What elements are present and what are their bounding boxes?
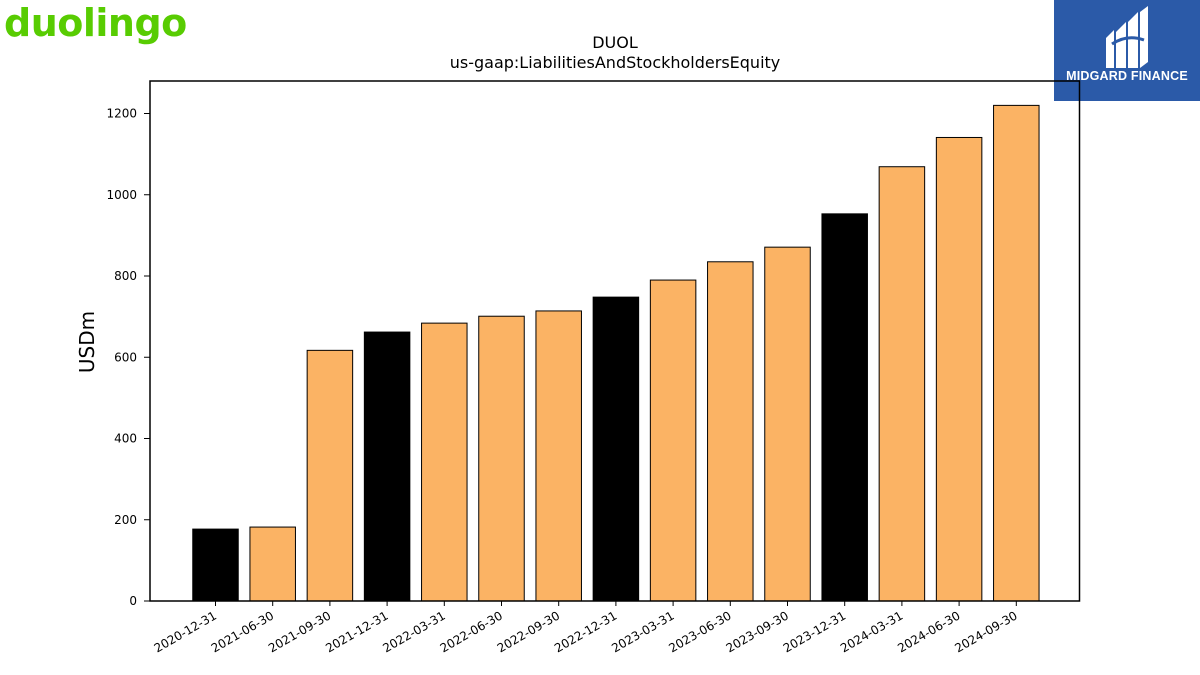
bar-2023-09-30 [764,246,811,602]
y-axis-label: USDm [75,311,99,373]
x-tick-label: 2024-03-31 [838,608,905,655]
y-tick-label: 1200 [106,107,137,121]
bar-2021-06-30 [249,526,296,602]
bar-2023-06-30 [707,261,754,602]
x-tick-label: 2020-12-31 [152,608,219,655]
x-tick-label: 2022-09-30 [495,608,562,655]
bar-2022-06-30 [478,315,525,602]
bar-2023-12-31 [821,213,868,602]
y-tick-label: 600 [114,350,137,364]
x-ticks-group: 2020-12-312021-06-302021-09-302021-12-31… [152,601,1020,655]
x-tick-label: 2021-09-30 [266,608,333,655]
x-tick-label: 2022-12-31 [552,608,619,655]
x-tick-label: 2022-03-31 [380,608,447,655]
chart-subtitle: us-gaap:LiabilitiesAndStockholdersEquity [450,53,781,72]
bar-2022-09-30 [535,310,582,602]
bar-2024-09-30 [993,104,1040,602]
publisher-name: MIDGARD FINANCE [1066,69,1188,83]
bars-group [192,104,1040,602]
bar-2021-09-30 [306,349,354,602]
y-tick-label: 1000 [106,188,137,202]
y-tick-label: 400 [114,432,137,446]
midgard-finance-logo: MIDGARD FINANCE [1054,0,1200,101]
x-tick-label: 2023-12-31 [781,608,848,655]
y-tick-label: 800 [114,269,137,283]
x-tick-label: 2023-03-31 [609,608,676,655]
bar-2024-03-31 [878,166,926,602]
y-ticks-group: 0 200 400 600 800 1000 1200 [106,107,150,608]
bar-2021-12-31 [363,331,411,602]
bar-2022-12-31 [592,296,640,602]
plot-frame [149,80,1081,602]
x-tick-label: 2023-06-30 [666,608,733,655]
bar-2020-12-31 [192,528,239,602]
x-tick-label: 2022-06-30 [438,608,505,655]
y-tick-label: 200 [114,513,137,527]
bar-2023-03-31 [649,279,697,602]
duolingo-logo: duolingo [4,1,187,45]
bar-2024-06-30 [935,136,983,602]
x-tick-label: 2021-06-30 [209,608,276,655]
y-tick-label: 0 [129,594,137,608]
x-tick-label: 2024-06-30 [895,608,962,655]
x-tick-label: 2021-12-31 [323,608,390,655]
bar-2022-03-31 [421,322,468,602]
x-tick-label: 2023-09-30 [724,608,791,655]
x-tick-label: 2024-09-30 [952,608,1019,655]
midgard-logo-icon [1106,6,1148,68]
chart-title: DUOL [592,33,638,52]
